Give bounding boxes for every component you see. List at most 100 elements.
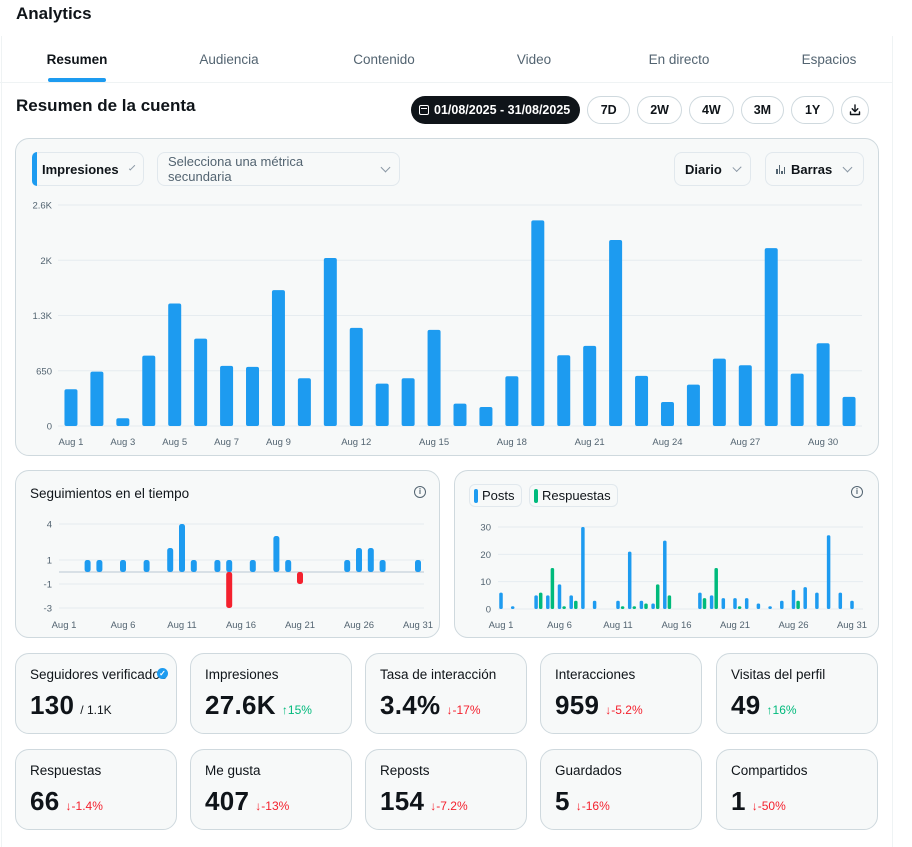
x-tick-label: Aug 21 — [575, 437, 605, 448]
follows-gained-bar — [96, 560, 103, 572]
follows-gained-bar — [120, 560, 126, 572]
range-4w-button[interactable]: 4W — [688, 96, 734, 124]
x-tick-label: Aug 1 — [52, 620, 77, 631]
posts-bar — [569, 595, 573, 609]
x-tick-label: Aug 15 — [419, 437, 449, 448]
stat-value: 3.4% — [380, 690, 441, 720]
impressions-bar — [90, 371, 104, 426]
posts-bar — [499, 592, 503, 609]
stat-card[interactable]: Tasa de interacción 3.4% ↓-17% — [365, 653, 527, 734]
x-tick-label: Aug 11 — [167, 620, 196, 631]
posts-bar — [557, 584, 562, 609]
posts-bar — [616, 600, 620, 609]
stat-card[interactable]: Guardados 5 ↓-16% — [540, 749, 702, 830]
impressions-bar — [816, 343, 830, 426]
replies-bar — [644, 603, 648, 609]
y-tick-label: 1 — [47, 556, 52, 567]
stat-card[interactable]: Seguidores verificados ✓ 130 / 1.1K — [15, 653, 177, 734]
range-2w-button[interactable]: 2W — [637, 96, 682, 124]
posts-bar — [803, 587, 807, 609]
tab-en-directo[interactable]: En directo — [604, 36, 754, 82]
range-3m-button[interactable]: 3M — [740, 96, 785, 124]
primary-metric-dropdown[interactable]: Impresiones — [32, 152, 144, 186]
impressions-bar — [635, 375, 649, 426]
download-button[interactable] — [841, 96, 870, 124]
impressions-bar — [531, 220, 545, 426]
posts-bar — [639, 600, 644, 609]
granularity-dropdown[interactable]: Diario — [674, 152, 751, 186]
posts-bar — [721, 598, 726, 609]
follows-chart-title: Seguimientos en el tiempo — [30, 486, 190, 501]
chart-type-label: Barras — [791, 161, 833, 177]
arrow-down-icon: ↓ — [605, 703, 612, 717]
secondary-metric-dropdown[interactable]: Selecciona una métrica secundaria — [157, 152, 400, 186]
tab-video[interactable]: Video — [464, 36, 604, 82]
date-range-button[interactable]: 01/08/2025 - 31/08/2025 — [411, 96, 581, 124]
impressions-bar — [349, 327, 363, 426]
x-tick-label: Aug 21 — [285, 620, 315, 631]
y-tick-label: 10 — [480, 577, 491, 588]
stat-value-row: 66 ↓-1.4% — [30, 786, 103, 817]
x-tick-label: Aug 26 — [344, 620, 374, 631]
posts-bar — [733, 598, 737, 609]
posts-bar — [581, 527, 585, 609]
chart-type-dropdown[interactable]: Barras — [765, 152, 864, 186]
tab-audiencia[interactable]: Audiencia — [154, 36, 304, 82]
stat-card[interactable]: Me gusta 407 ↓-13% — [190, 749, 352, 830]
x-tick-label: Aug 16 — [661, 620, 691, 631]
impressions-chart: 0 650 1.3K 2K 2.6K Aug 1 Aug 3 Aug 5 Aug 7 Aug 9 A… — [32, 201, 862, 448]
x-tick-label: Aug 3 — [110, 437, 135, 448]
tab-label: Contenido — [353, 52, 415, 67]
legend-replies[interactable]: Respuestas — [529, 484, 618, 507]
stat-delta-value: 15% — [287, 703, 312, 717]
stat-card[interactable]: Visitas del perfil 49 ↑16% — [716, 653, 878, 734]
stat-value-row: 407 ↓-13% — [205, 786, 289, 817]
follows-gained-bar — [285, 560, 292, 572]
range-7d-button[interactable]: 7D — [587, 96, 631, 124]
stat-total: / 1.1K — [80, 703, 112, 717]
download-icon — [849, 104, 861, 116]
x-tick-label: Aug 6 — [111, 620, 136, 631]
impressions-bar — [116, 418, 130, 426]
impressions-bar — [453, 403, 467, 426]
date-range-bar: 01/08/2025 - 31/08/2025 7D 2W 4W 3M 1Y — [411, 96, 870, 124]
replies-bar — [562, 606, 566, 609]
tab-label: Resumen — [46, 52, 108, 67]
impressions-bar — [401, 378, 415, 426]
stat-delta-value: -5.2% — [611, 703, 643, 717]
y-tick-label: 1.3K — [32, 311, 52, 322]
x-tick-label: Aug 26 — [778, 620, 808, 631]
follows-gained-bar — [249, 560, 256, 572]
legend-posts[interactable]: Posts — [469, 484, 522, 507]
stat-card[interactable]: Respuestas 66 ↓-1.4% — [15, 749, 177, 830]
stat-value-row: 130 / 1.1K — [30, 690, 112, 721]
granularity-label: Diario — [685, 161, 722, 177]
x-tick-label: Aug 1 — [59, 437, 84, 448]
posts-bar — [744, 598, 749, 609]
stat-card[interactable]: Compartidos 1 ↓-50% — [716, 749, 878, 830]
follows-gained-bar — [273, 536, 280, 572]
x-tick-label: Aug 7 — [214, 437, 239, 448]
stat-card[interactable]: Interacciones 959 ↓-5.2% — [540, 653, 702, 734]
follows-gained-bar — [226, 560, 233, 572]
stat-label: Reposts — [380, 763, 430, 778]
tab-espacios[interactable]: Espacios — [754, 36, 904, 82]
stat-card[interactable]: Impresiones 27.6K ↑15% — [190, 653, 352, 734]
stat-card[interactable]: Reposts 154 ↓-7.2% — [365, 749, 527, 830]
tab-contenido[interactable]: Contenido — [304, 36, 464, 82]
stat-label: Seguidores verificados — [30, 667, 167, 682]
y-tick-label: -1 — [44, 580, 52, 591]
posts-bar — [838, 592, 843, 609]
stat-value-row: 27.6K ↑15% — [205, 690, 312, 721]
y-tick-label: 2.6K — [32, 201, 52, 212]
posts-bar — [768, 606, 772, 609]
tab-resumen[interactable]: Resumen — [0, 36, 154, 82]
legend-swatch-replies — [534, 488, 538, 503]
info-icon[interactable]: i — [851, 486, 863, 498]
range-1y-button[interactable]: 1Y — [791, 96, 835, 124]
posts-bar — [592, 600, 597, 609]
follows-gained-bar — [214, 560, 221, 572]
info-icon[interactable]: i — [414, 486, 426, 498]
y-tick-label: 30 — [480, 523, 491, 534]
x-tick-label: Aug 18 — [497, 437, 527, 448]
